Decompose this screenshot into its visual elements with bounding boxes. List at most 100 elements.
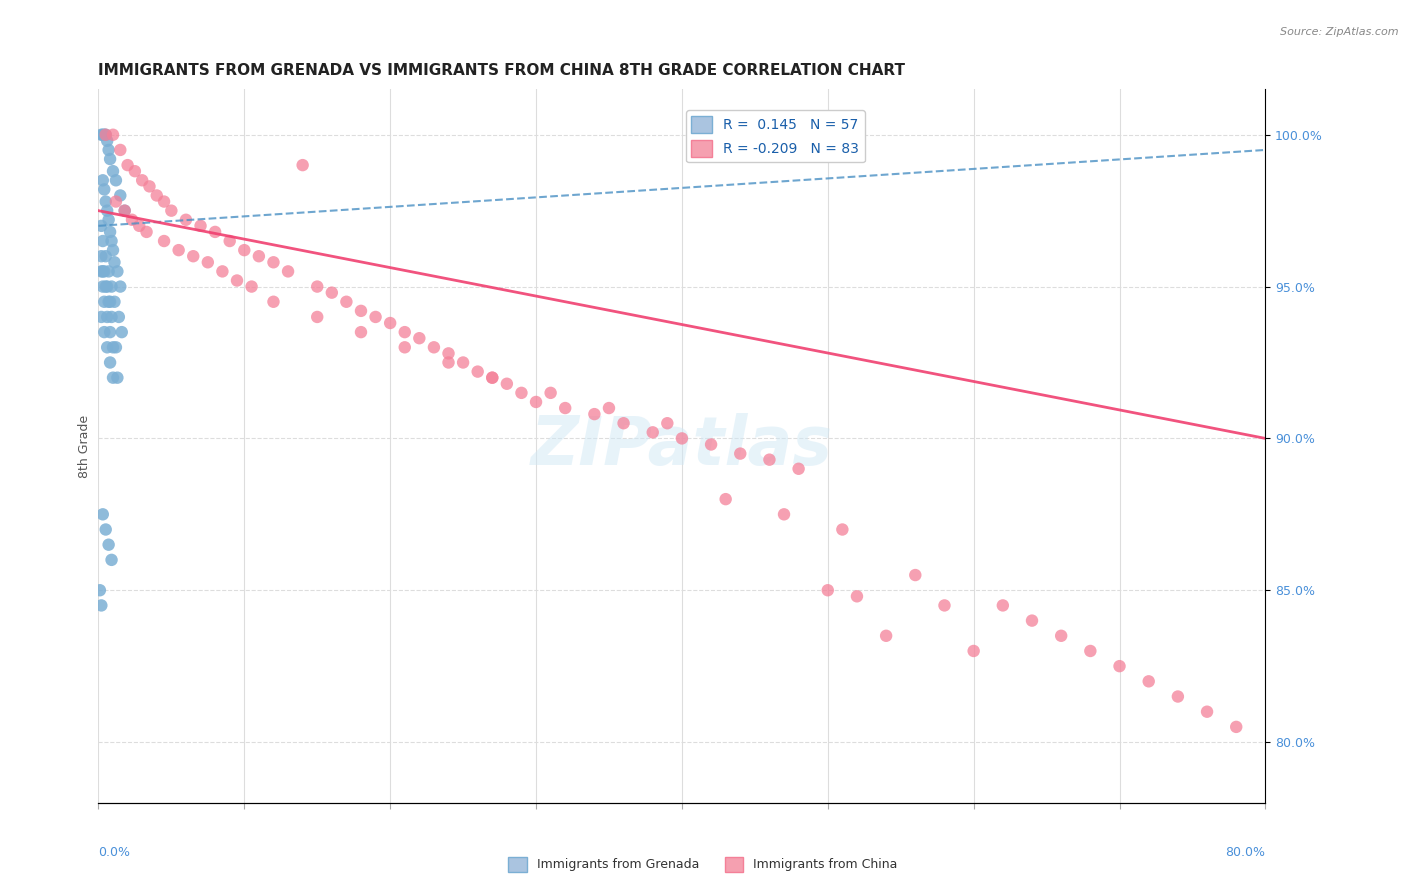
- Point: [98, 325, 121, 339]
- Point: [93, 294, 115, 309]
- Point: [423, 340, 446, 354]
- Point: [97, 143, 120, 157]
- Point: [394, 325, 416, 339]
- Point: [110, 279, 132, 293]
- Point: [350, 325, 373, 339]
- Point: [91, 173, 114, 187]
- Point: [1108, 659, 1130, 673]
- Point: [262, 294, 284, 309]
- Point: [104, 173, 127, 187]
- Point: [1021, 614, 1043, 628]
- Point: [190, 219, 212, 233]
- Point: [104, 194, 127, 209]
- Point: [394, 340, 416, 354]
- Point: [90, 310, 112, 324]
- Point: [204, 225, 226, 239]
- Point: [93, 128, 115, 142]
- Point: [787, 462, 810, 476]
- Point: [641, 425, 664, 440]
- Point: [108, 310, 131, 324]
- Point: [117, 158, 139, 172]
- Point: [262, 255, 284, 269]
- Point: [93, 325, 115, 339]
- Point: [96, 203, 118, 218]
- Point: [90, 264, 112, 278]
- Point: [934, 599, 956, 613]
- Point: [100, 310, 122, 324]
- Point: [114, 203, 136, 218]
- Point: [90, 599, 112, 613]
- Point: [98, 152, 121, 166]
- Point: [437, 355, 460, 369]
- Point: [91, 264, 114, 278]
- Point: [100, 234, 122, 248]
- Text: 0.0%: 0.0%: [98, 846, 131, 859]
- Point: [845, 590, 868, 604]
- Point: [211, 264, 233, 278]
- Point: [121, 212, 143, 227]
- Point: [378, 316, 402, 330]
- Point: [240, 279, 263, 293]
- Point: [94, 128, 117, 142]
- Point: [197, 255, 219, 269]
- Point: [96, 310, 118, 324]
- Point: [160, 203, 183, 218]
- Point: [91, 279, 114, 293]
- Point: [101, 370, 124, 384]
- Point: [90, 128, 112, 142]
- Point: [93, 264, 115, 278]
- Point: [94, 279, 117, 293]
- Point: [247, 249, 270, 263]
- Point: [495, 376, 517, 391]
- Point: [1080, 644, 1102, 658]
- Point: [98, 225, 121, 239]
- Point: [90, 249, 112, 263]
- Point: [96, 340, 118, 354]
- Point: [335, 294, 357, 309]
- Point: [540, 385, 562, 400]
- Point: [583, 407, 606, 421]
- Point: [714, 492, 737, 507]
- Y-axis label: 8th Grade: 8th Grade: [79, 415, 91, 477]
- Point: [773, 508, 796, 522]
- Point: [1050, 629, 1073, 643]
- Point: [700, 437, 723, 451]
- Point: [174, 212, 197, 227]
- Point: [114, 203, 136, 218]
- Point: [437, 346, 460, 360]
- Point: [307, 310, 329, 324]
- Point: [105, 264, 128, 278]
- Point: [181, 249, 204, 263]
- Point: [96, 134, 118, 148]
- Point: [364, 310, 387, 324]
- Point: [1225, 720, 1247, 734]
- Point: [93, 182, 115, 196]
- Point: [101, 164, 124, 178]
- Point: [89, 583, 111, 598]
- Point: [101, 128, 124, 142]
- Point: [1195, 705, 1218, 719]
- Point: [408, 331, 430, 345]
- Point: [103, 255, 125, 269]
- Text: 80.0%: 80.0%: [1226, 846, 1265, 859]
- Point: [554, 401, 576, 415]
- Point: [875, 629, 897, 643]
- Point: [103, 294, 125, 309]
- Point: [124, 164, 146, 178]
- Legend: Immigrants from Grenada, Immigrants from China: Immigrants from Grenada, Immigrants from…: [503, 852, 903, 877]
- Point: [128, 219, 150, 233]
- Point: [146, 188, 169, 202]
- Point: [904, 568, 927, 582]
- Point: [226, 273, 249, 287]
- Point: [612, 416, 634, 430]
- Point: [657, 416, 679, 430]
- Point: [524, 395, 547, 409]
- Point: [101, 243, 124, 257]
- Point: [97, 212, 120, 227]
- Point: [91, 508, 114, 522]
- Point: [104, 340, 127, 354]
- Text: IMMIGRANTS FROM GRENADA VS IMMIGRANTS FROM CHINA 8TH GRADE CORRELATION CHART: IMMIGRANTS FROM GRENADA VS IMMIGRANTS FR…: [98, 63, 905, 78]
- Point: [91, 234, 114, 248]
- Point: [350, 304, 373, 318]
- Point: [451, 355, 474, 369]
